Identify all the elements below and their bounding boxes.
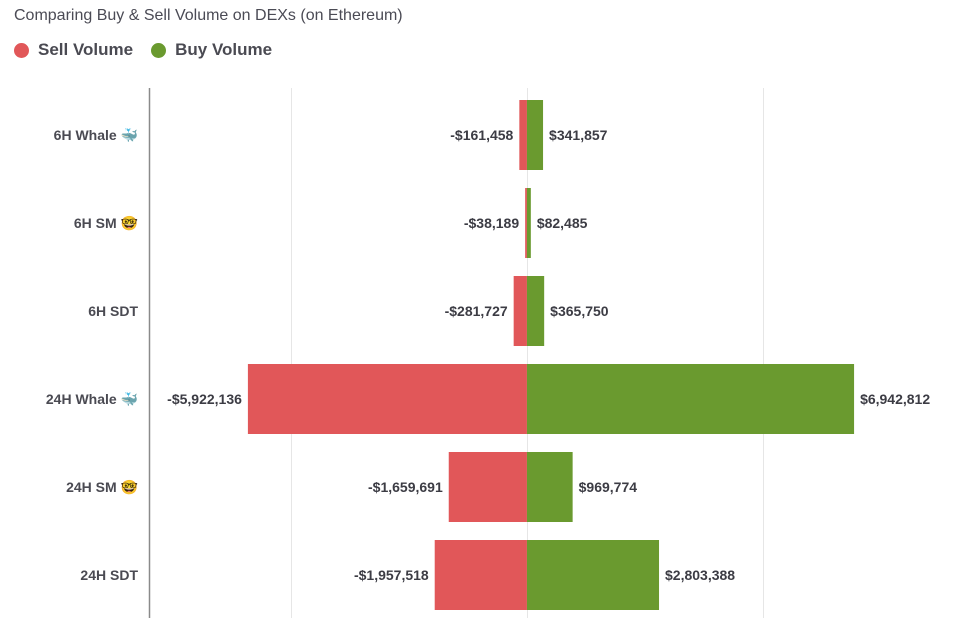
category-label: 6H SM 🤓 xyxy=(74,215,139,231)
data-label-sell: -$281,727 xyxy=(445,303,508,319)
data-label-sell: -$1,659,691 xyxy=(368,479,443,495)
bar-sell xyxy=(525,188,527,258)
data-label-sell: -$5,922,136 xyxy=(167,391,242,407)
bar-buy xyxy=(526,100,544,170)
data-label-buy: $6,942,812 xyxy=(860,391,930,407)
legend-label-sell: Sell Volume xyxy=(38,40,134,59)
chart-legend: Sell Volume Buy Volume xyxy=(14,40,290,60)
data-label-sell: -$38,189 xyxy=(464,215,519,231)
category-label: 24H Whale 🐳 xyxy=(46,391,138,407)
chart-title: Comparing Buy & Sell Volume on DEXs (on … xyxy=(14,7,403,24)
category-label: 24H SM 🤓 xyxy=(66,479,138,495)
legend-swatch-buy xyxy=(151,42,167,58)
bar-sell xyxy=(513,276,527,346)
bar-buy xyxy=(526,276,545,346)
category-label: 6H SDT xyxy=(88,303,138,319)
bar-buy xyxy=(526,364,855,434)
legend-label-buy: Buy Volume xyxy=(175,40,273,59)
bar-sell xyxy=(448,452,527,522)
data-label-sell: -$161,458 xyxy=(450,127,513,143)
data-label-buy: $2,803,388 xyxy=(665,567,735,583)
data-label-buy: $341,857 xyxy=(549,127,608,143)
bar-buy xyxy=(526,540,660,610)
bar-sell xyxy=(434,540,527,610)
category-label: 6H Whale 🐳 xyxy=(54,127,138,143)
data-label-buy: $365,750 xyxy=(550,303,609,319)
bar-sell xyxy=(247,364,527,434)
data-label-sell: -$1,957,518 xyxy=(354,567,429,583)
bar-sell xyxy=(519,100,527,170)
legend-item-sell[interactable]: Sell Volume xyxy=(14,40,133,60)
bar-buy xyxy=(526,452,573,522)
bar-buy xyxy=(526,188,531,258)
legend-swatch-sell xyxy=(14,42,29,58)
category-label: 24H SDT xyxy=(80,567,138,583)
data-label-buy: $969,774 xyxy=(579,479,638,495)
data-label-buy: $82,485 xyxy=(537,215,588,231)
legend-item-buy[interactable]: Buy Volume xyxy=(151,40,272,60)
